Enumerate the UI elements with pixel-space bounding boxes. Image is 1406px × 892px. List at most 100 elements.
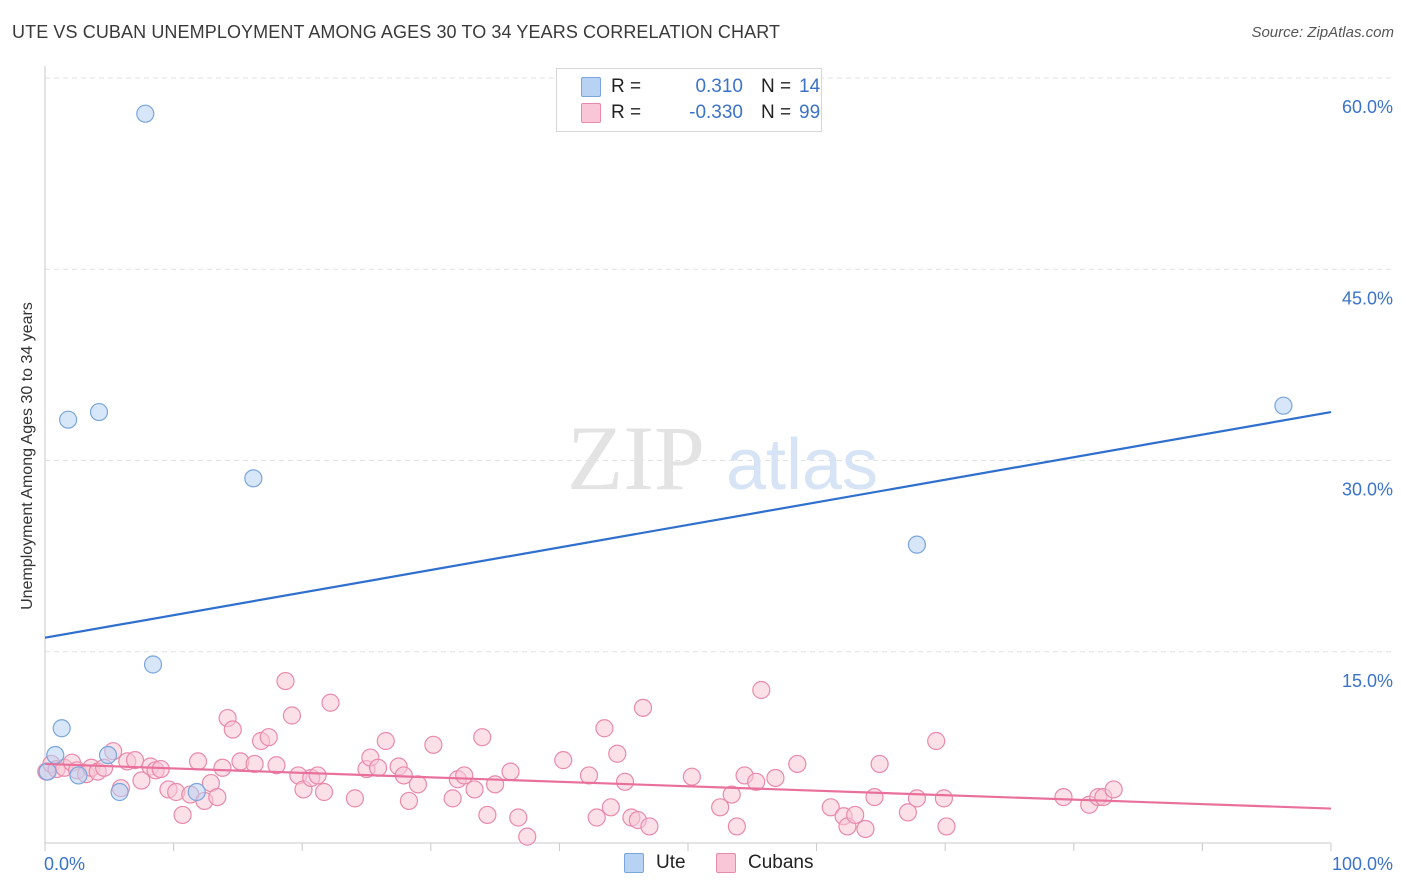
legend-ute-label: Ute — [656, 852, 686, 873]
cubans-point — [509, 808, 528, 827]
ute-point — [143, 655, 163, 674]
watermark-zip: ZIP — [567, 407, 705, 509]
legend-cubans-swatch — [716, 853, 736, 873]
ute-point — [52, 719, 71, 738]
cubans-point — [345, 789, 365, 808]
cubans-point — [579, 766, 599, 785]
ute-point — [136, 104, 155, 123]
cubans-point — [125, 751, 145, 770]
cubans-point — [188, 752, 208, 771]
series-legend: Ute Cubans — [0, 852, 1406, 878]
cubans-point — [213, 758, 232, 777]
cubans-swatch — [581, 103, 601, 123]
y-tick-label: 45.0% — [1342, 288, 1393, 308]
x-tick-label-max: 100.0% — [1332, 854, 1393, 874]
cubans-point — [788, 754, 807, 774]
cubans-point — [208, 787, 227, 807]
cubans-point — [907, 789, 927, 808]
cubans-point — [443, 789, 462, 808]
cubans-point — [766, 768, 785, 788]
ute-point — [46, 745, 65, 765]
ute-r-value: 0.310 — [695, 76, 743, 97]
legend-row-ute: R = 0.310 N = 14 — [581, 74, 820, 100]
cubans-point — [314, 782, 334, 802]
cubans-point — [747, 772, 766, 791]
cubans-point — [615, 772, 635, 791]
legend-ute-swatch — [624, 853, 644, 873]
cubans-point — [132, 771, 151, 790]
cubans-point — [595, 719, 614, 738]
cubans-point — [711, 798, 730, 817]
ute-point — [907, 535, 927, 554]
ute-point — [98, 745, 118, 765]
cubans-point — [927, 731, 946, 751]
cubans-point — [682, 767, 701, 786]
cubans-point — [223, 720, 242, 739]
cubans-r-value: -0.330 — [689, 102, 743, 123]
cubans-point — [640, 817, 659, 836]
cubans-point — [856, 819, 875, 839]
cubans-point — [554, 751, 573, 770]
correlation-legend: R = 0.310 N = 14 R = -0.330 N = 99 — [556, 68, 822, 132]
cubans-point — [308, 766, 327, 785]
cubans-point — [501, 762, 520, 781]
ute-point — [89, 402, 109, 422]
x-tick-label-min: 0.0% — [44, 854, 85, 874]
cubans-point — [870, 754, 889, 774]
cubans-point — [321, 693, 340, 712]
cubans-point — [455, 766, 474, 785]
legend-row-cubans: R = -0.330 N = 99 — [581, 100, 820, 126]
cubans-point — [865, 787, 884, 807]
cubans-point — [727, 817, 746, 836]
cubans-point — [518, 827, 537, 846]
ute-point — [187, 782, 206, 802]
cubans-point — [282, 706, 302, 725]
cubans-point — [368, 758, 388, 777]
cubans-trend-line — [44, 762, 1332, 810]
ute-n-label: N = — [761, 76, 792, 97]
legend-item-ute[interactable]: Ute — [624, 852, 686, 874]
ute-r-label: R = — [611, 76, 642, 97]
cubans-point — [587, 808, 606, 827]
ute-swatch — [581, 77, 601, 97]
cubans-point — [259, 728, 278, 747]
ute-point — [110, 782, 129, 802]
cubans-point — [173, 805, 192, 825]
cubans-point — [633, 698, 653, 717]
cubans-point — [424, 735, 443, 754]
cubans-point — [478, 805, 497, 825]
cubans-n-label: N = — [761, 102, 792, 123]
cubans-point — [752, 680, 771, 700]
cubans-point — [846, 805, 865, 825]
cubans-point — [898, 803, 918, 822]
ute-point — [244, 469, 263, 488]
legend-cubans-label: Cubans — [748, 852, 814, 873]
cubans-point — [937, 817, 956, 836]
cubans-point — [376, 731, 395, 751]
cubans-r-label: R = — [611, 102, 642, 123]
y-tick-label: 60.0% — [1342, 97, 1393, 117]
cubans-point — [821, 798, 840, 817]
source-label: Source: ZipAtlas.com — [1251, 24, 1394, 41]
legend-item-cubans[interactable]: Cubans — [716, 852, 814, 874]
cubans-point — [722, 785, 741, 804]
cubans-point — [1054, 787, 1073, 807]
ute-point — [1274, 396, 1293, 415]
cubans-point — [245, 754, 264, 774]
cubans-point — [473, 728, 492, 747]
cubans-point — [399, 791, 419, 811]
cubans-point — [465, 780, 484, 799]
cubans-point — [601, 798, 620, 817]
ute-point — [38, 762, 57, 781]
chart-title: UTE VS CUBAN UNEMPLOYMENT AMONG AGES 30 … — [12, 22, 781, 42]
cubans-point — [267, 756, 286, 775]
ute-point — [69, 766, 88, 785]
y-tick-label: 30.0% — [1342, 480, 1393, 500]
ute-point — [59, 410, 78, 429]
cubans-n-value: 99 — [799, 102, 821, 123]
cubans-point — [408, 775, 428, 794]
ute-n-value: 14 — [799, 76, 821, 97]
cubans-point — [276, 671, 295, 691]
cubans-point — [1104, 780, 1123, 799]
